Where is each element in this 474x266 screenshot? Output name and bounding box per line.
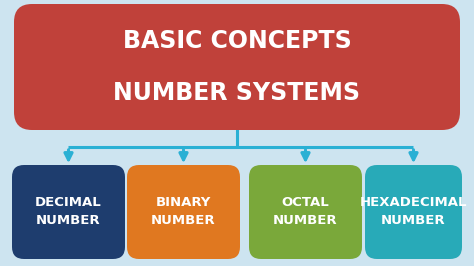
FancyBboxPatch shape — [14, 4, 460, 130]
Text: OCTAL
NUMBER: OCTAL NUMBER — [273, 197, 338, 227]
FancyBboxPatch shape — [365, 165, 462, 259]
Text: HEXADECIMAL
NUMBER: HEXADECIMAL NUMBER — [360, 197, 467, 227]
Text: NUMBER SYSTEMS: NUMBER SYSTEMS — [113, 81, 361, 105]
Text: BINARY
NUMBER: BINARY NUMBER — [151, 197, 216, 227]
FancyBboxPatch shape — [12, 165, 125, 259]
Text: DECIMAL
NUMBER: DECIMAL NUMBER — [35, 197, 102, 227]
Text: BASIC CONCEPTS: BASIC CONCEPTS — [123, 29, 351, 53]
FancyBboxPatch shape — [127, 165, 240, 259]
FancyBboxPatch shape — [249, 165, 362, 259]
